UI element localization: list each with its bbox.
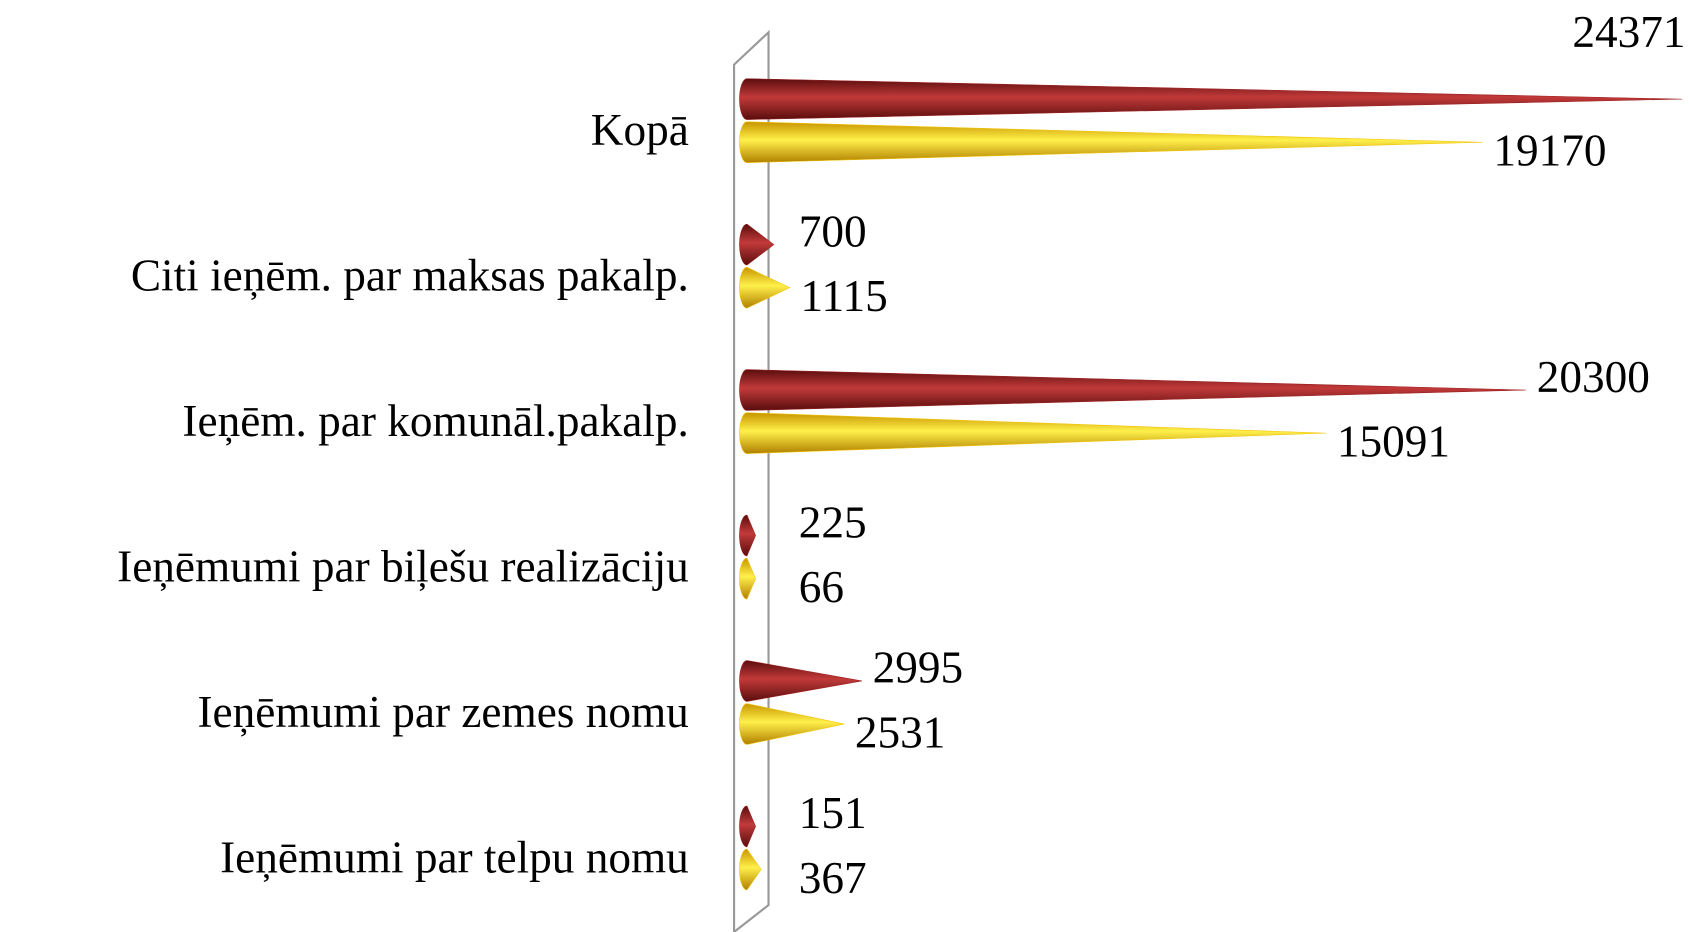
cone-bar	[739, 223, 775, 266]
cone-bar	[739, 121, 1483, 163]
category-label: Ieņēmumi par telpu nomu	[220, 832, 689, 882]
cone-bar	[739, 78, 1683, 120]
category-label: Ieņēmumi par biļešu realizāciju	[117, 541, 689, 591]
category-label: Kopā	[591, 105, 689, 155]
value-label: 2531	[855, 707, 946, 757]
category-label: Ieņēm. par komunāl.pakalp.	[182, 396, 688, 446]
category-label: Ieņēmumi par zemes nomu	[197, 687, 688, 737]
cone-bar	[739, 266, 791, 309]
cone-bar	[739, 660, 862, 702]
value-label: 2995	[873, 643, 964, 693]
value-label: 1115	[801, 271, 888, 321]
cone-bar	[739, 703, 845, 745]
value-label: 66	[799, 562, 844, 612]
value-label: 24371	[1572, 7, 1685, 57]
cone-bar	[739, 514, 756, 557]
value-label: 20300	[1537, 352, 1650, 402]
cone-bar	[739, 369, 1527, 411]
cone-bar	[739, 805, 756, 848]
value-label: 367	[799, 853, 867, 903]
cone-bar	[739, 412, 1327, 454]
value-label: 225	[799, 497, 867, 547]
category-label: Citi ieņēm. par maksas pakalp.	[131, 251, 689, 301]
value-label: 19170	[1493, 126, 1606, 176]
cone-bar	[739, 557, 756, 600]
cone-bar	[739, 848, 762, 891]
value-label: 15091	[1337, 416, 1450, 466]
axis-wall	[732, 29, 770, 932]
value-label: 700	[799, 206, 867, 256]
value-label: 151	[799, 788, 867, 838]
